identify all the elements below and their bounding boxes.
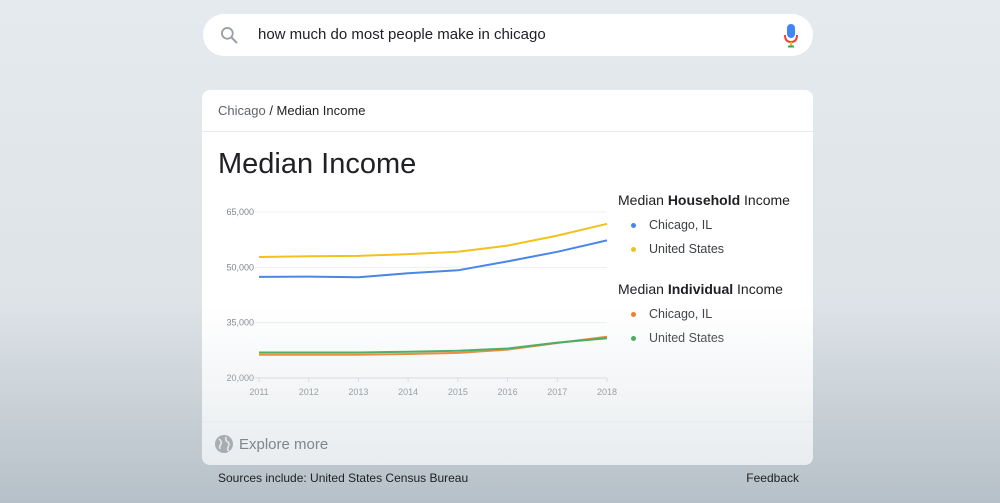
legend-item-us-household[interactable]: United States: [618, 242, 790, 256]
page-title: Median Income: [218, 148, 417, 180]
legend-dot: [631, 312, 636, 317]
feedback-link[interactable]: Feedback: [746, 471, 799, 485]
x-tick-label: 2011: [249, 387, 268, 397]
x-tick-label: 2015: [448, 387, 468, 397]
y-tick-label: 20,000: [226, 373, 254, 383]
legend-household: Median Household Income Chicago, IL Unit…: [618, 192, 790, 256]
explore-more-label: Explore more: [239, 436, 329, 453]
legend-item-chicago-individual[interactable]: Chicago, IL: [618, 307, 783, 321]
median-income-chart: 20,000 35,000 50,000 65,000 2011 2012 2013 2014…: [226, 207, 617, 397]
breadcrumb-separator: /: [265, 103, 277, 118]
y-tick-label: 65,000: [226, 207, 254, 217]
sources-text: Sources include: United States Census Bu…: [218, 471, 469, 485]
legend-heading-household: Median Household Income: [618, 192, 790, 208]
legend-dot: [631, 336, 636, 341]
search-bar[interactable]: how much do most people make in chicago: [203, 14, 813, 56]
x-tick-label: 2017: [547, 387, 567, 397]
legend-heading-individual: Median Individual Income: [618, 281, 783, 297]
x-tick-label: 2013: [348, 387, 368, 397]
x-tick-label: 2014: [398, 387, 418, 397]
legend-dot: [631, 223, 636, 228]
breadcrumb-root[interactable]: Chicago: [218, 103, 266, 118]
legend-individual: Median Individual Income Chicago, IL Uni…: [618, 281, 783, 345]
y-tick-label: 35,000: [226, 318, 254, 328]
series-line-individual-us: [259, 337, 608, 354]
search-input[interactable]: how much do most people make in chicago: [258, 26, 546, 43]
x-tick-label: 2018: [597, 387, 617, 397]
divider: [202, 131, 813, 132]
result-card: Chicago / Median Income Median Income 20…: [202, 90, 813, 465]
explore-more-button[interactable]: Explore more: [202, 421, 813, 465]
x-tick-label: 2012: [299, 387, 319, 397]
legend-dot: [631, 247, 636, 252]
mic-icon[interactable]: [783, 23, 799, 49]
globe-icon: [215, 435, 233, 453]
breadcrumb-current: Median Income: [276, 103, 366, 118]
search-icon[interactable]: [219, 25, 239, 45]
breadcrumb: Chicago / Median Income: [218, 103, 365, 118]
legend-item-us-individual[interactable]: United States: [618, 331, 783, 345]
series-line-household-chicago: [258, 239, 608, 279]
x-tick-label: 2016: [498, 387, 518, 397]
series-line-household-us: [258, 222, 608, 258]
y-tick-label: 50,000: [226, 262, 254, 272]
legend-item-chicago-household[interactable]: Chicago, IL: [618, 218, 790, 232]
